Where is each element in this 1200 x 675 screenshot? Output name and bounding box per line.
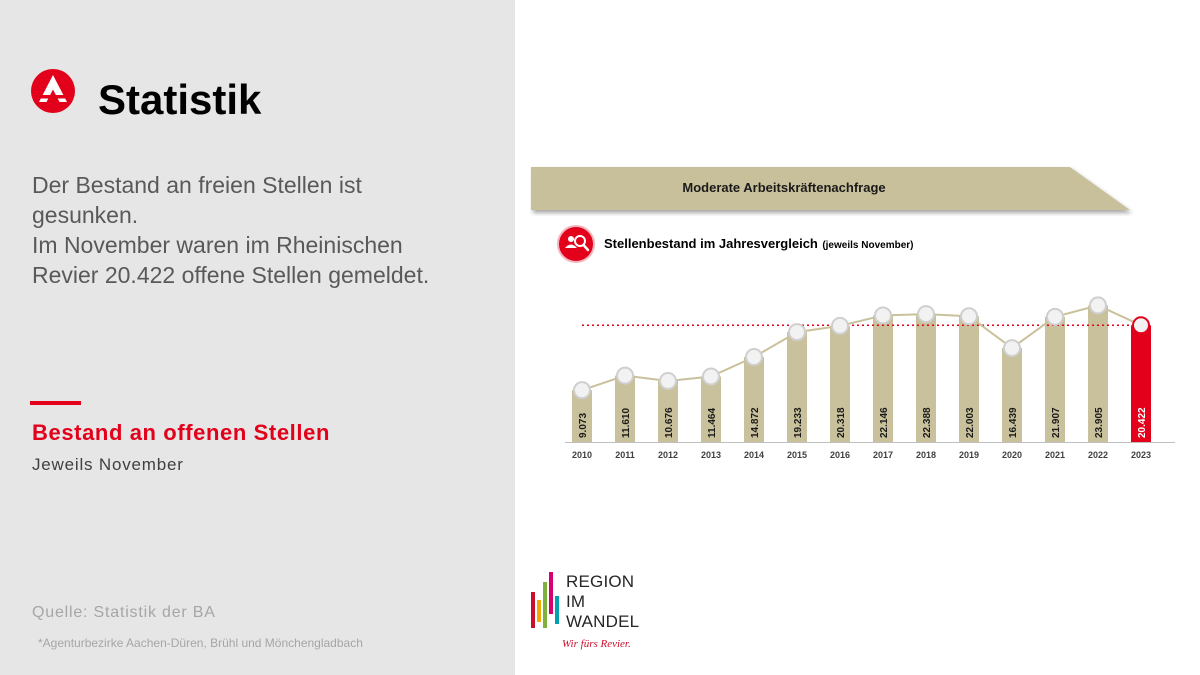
- source-note: Quelle: Statistik der BA: [32, 604, 216, 621]
- data-point: [616, 366, 634, 385]
- agentur-logo-icon: [31, 69, 75, 113]
- x-tick-label: 2022: [1088, 450, 1108, 460]
- bar: [701, 376, 721, 442]
- bar-chart: 9.073 11.610 10.676 11.464 14.872 19.233 20.31…: [565, 296, 1175, 460]
- x-tick-label: 2018: [916, 450, 936, 460]
- data-label: 23.905: [1094, 407, 1105, 438]
- data-label: 19.233: [793, 407, 804, 438]
- section-title: Bestand an offenen Stellen: [32, 420, 330, 445]
- data-label: 11.610: [621, 408, 632, 438]
- x-tick-label: 2011: [615, 450, 635, 460]
- summary-line: Im November waren im Rheinischen: [32, 232, 403, 258]
- region-logo-line: IM: [566, 592, 586, 611]
- data-label: 22.003: [965, 407, 976, 438]
- chart-title: Stellenbestand im Jahresvergleich (jewei…: [604, 235, 913, 253]
- region-bars-icon: [531, 572, 559, 628]
- bar: [916, 314, 936, 442]
- banner-shape: [531, 167, 1130, 210]
- bar: [787, 332, 807, 442]
- data-label: 14.872: [750, 407, 761, 438]
- chart-title-text: Stellenbestand im Jahresvergleich: [604, 236, 818, 251]
- bar: [1045, 316, 1065, 442]
- data-point: [573, 381, 591, 400]
- x-tick-label: 2019: [959, 450, 979, 460]
- data-point: [1046, 307, 1064, 326]
- page-title: Statistik: [98, 76, 262, 123]
- data-point: [702, 367, 720, 386]
- section-divider: [30, 401, 81, 405]
- bar: [873, 315, 893, 442]
- bar: [830, 325, 850, 442]
- bar: [1002, 348, 1022, 442]
- region-logo-line: REGION: [566, 572, 635, 591]
- region-tagline: Wir fürs Revier.: [562, 638, 631, 650]
- x-tick-label: 2012: [658, 450, 678, 460]
- chart-title-note: (jeweils November): [822, 240, 914, 251]
- bar: [959, 316, 979, 442]
- summary-line: gesunken.: [32, 202, 139, 228]
- data-point: [831, 316, 849, 335]
- data-point: [1003, 339, 1021, 358]
- summary-line: Revier 20.422 offene Stellen gemeldet.: [32, 262, 430, 288]
- section-subtitle: Jeweils November: [32, 455, 184, 474]
- bar: [658, 380, 678, 442]
- data-point: [1089, 296, 1107, 315]
- data-point: [960, 307, 978, 326]
- region-logo: REGION IM WANDEL Wir fürs Revier.: [530, 560, 680, 660]
- data-label: 21.907: [1051, 407, 1062, 438]
- x-tick-label: 2023: [1131, 450, 1151, 460]
- data-label: 22.388: [922, 407, 933, 438]
- data-label: 22.146: [879, 407, 890, 438]
- bar: [744, 357, 764, 442]
- data-label: 10.676: [664, 407, 675, 438]
- x-tick-label: 2017: [873, 450, 893, 460]
- summary-line: Der Bestand an freien Stellen ist: [32, 172, 362, 198]
- bar: [1131, 325, 1151, 442]
- region-logo-line: WANDEL: [566, 612, 640, 631]
- x-tick-label: 2021: [1045, 450, 1065, 460]
- data-label: 20.422: [1137, 407, 1148, 438]
- data-point: [659, 371, 677, 390]
- data-label: 20.318: [836, 407, 847, 438]
- data-point: [788, 323, 806, 342]
- x-tick-label: 2010: [572, 450, 592, 460]
- data-label: 16.439: [1008, 407, 1019, 438]
- data-point: [917, 305, 935, 324]
- banner-text: Moderate Arbeitskräftenachfrage: [682, 180, 886, 195]
- x-tick-label: 2013: [701, 450, 721, 460]
- x-tick-label: 2015: [787, 450, 807, 460]
- data-point: [745, 348, 763, 367]
- summary-text: Der Bestand an freien Stellen ist gesunk…: [32, 170, 502, 290]
- data-label: 9.073: [578, 413, 589, 438]
- x-tick-label: 2020: [1002, 450, 1022, 460]
- data-label: 11.464: [707, 408, 718, 438]
- bar: [572, 390, 592, 442]
- footnote: *Agenturbezirke Aachen-Düren, Brühl und …: [38, 636, 363, 650]
- left-panel: Statistik Der Bestand an freien Stellen …: [0, 0, 515, 675]
- data-point: [874, 306, 892, 325]
- data-point: [1132, 316, 1150, 335]
- bar: [1088, 305, 1108, 442]
- x-tick-label: 2014: [744, 450, 764, 460]
- x-tick-label: 2016: [830, 450, 850, 460]
- bar: [615, 375, 635, 442]
- job-search-icon: [557, 225, 595, 263]
